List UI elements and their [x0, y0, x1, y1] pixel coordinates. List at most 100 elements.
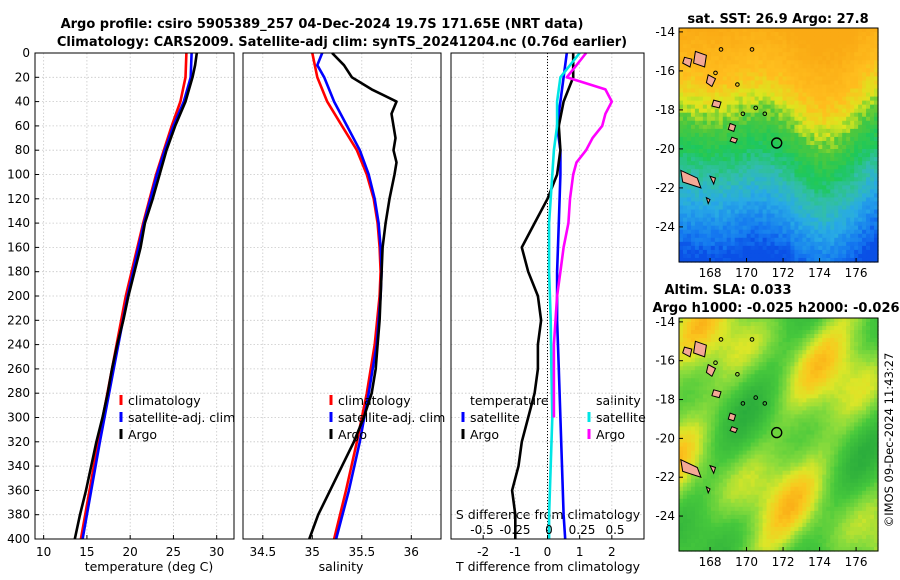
- sla_map-cell: [698, 386, 704, 391]
- sst_map-cell: [690, 128, 696, 134]
- sst_map-cell: [682, 197, 688, 203]
- sla_map-cell: [782, 334, 788, 339]
- sst_map-cell: [702, 177, 708, 182]
- sst_map-cell: [810, 245, 815, 251]
- sst_map-cell: [778, 100, 784, 106]
- sst_map-cell: [694, 76, 700, 82]
- sst_map-cell: [679, 249, 684, 255]
- sst_map-cell: [710, 225, 716, 231]
- sst_map-cell: [746, 149, 752, 154]
- sst_map-cell: [746, 193, 752, 199]
- sst_map-cell: [790, 28, 796, 33]
- temperature-xtick-label: 20: [123, 545, 138, 559]
- sst_map-cell: [814, 48, 819, 53]
- sla_map-cell: [706, 466, 712, 472]
- sst_map-cell: [682, 213, 688, 219]
- sla_map-cell: [810, 326, 815, 331]
- sst_map-cell: [834, 64, 839, 69]
- sst_map-cell: [734, 92, 740, 98]
- sst_map-cell: [802, 165, 807, 170]
- sst_map-cell: [806, 161, 811, 166]
- sst_map-cell: [802, 40, 807, 45]
- sla_map-cell: [818, 438, 823, 444]
- sla_map-cell: [790, 454, 796, 460]
- sst_map-cell: [842, 153, 847, 158]
- sla_map-cell: [806, 410, 811, 416]
- sst_map-cell: [790, 217, 796, 223]
- sst_map-cell: [814, 56, 819, 61]
- sst_map-cell: [742, 124, 748, 130]
- sla_map-cell: [818, 422, 823, 428]
- sst_map-cell: [822, 165, 827, 170]
- sla_map-cell: [690, 382, 696, 387]
- sst_map-cell: [830, 197, 835, 203]
- sst_map-cell: [842, 233, 847, 239]
- sst_map-cell: [714, 52, 720, 57]
- sst_map-cell: [706, 233, 712, 239]
- sst_map-cell: [742, 225, 748, 231]
- sla_map-cell: [762, 402, 768, 407]
- sla_map-cell: [778, 318, 784, 323]
- sla_map-cell: [738, 434, 744, 440]
- sst_map-cell: [706, 88, 712, 94]
- sla_map-cell: [798, 326, 803, 331]
- sst_map-cell: [834, 173, 839, 178]
- sst_map-cell: [870, 161, 875, 166]
- sst_map-cell: [690, 40, 696, 45]
- sst_map-cell: [818, 92, 823, 98]
- sst_map-cell: [758, 84, 764, 90]
- sla_map-cell: [810, 358, 815, 363]
- sst_map-cell: [690, 197, 696, 203]
- sst_map-cell: [810, 64, 815, 69]
- depth-tick-label: 280: [7, 386, 30, 400]
- sla_map-cell: [690, 426, 696, 432]
- sst_map-cell: [750, 112, 756, 118]
- sst_map-cell: [774, 221, 780, 227]
- sst_map-cell: [826, 132, 831, 138]
- sst_map-cell: [742, 205, 748, 211]
- sst_map-cell: [734, 193, 740, 199]
- sst_map-cell: [798, 205, 803, 211]
- sst_map-cell: [742, 76, 748, 82]
- sst_map-cell: [722, 100, 728, 106]
- sst_map-cell: [694, 225, 700, 231]
- sst_map-cell: [742, 193, 748, 199]
- sla_map-cell: [702, 374, 708, 379]
- sla_map-cell: [854, 346, 859, 351]
- tdiff-xlabel: T difference from climatology: [455, 559, 641, 574]
- sst_map-cell: [842, 221, 847, 227]
- sla_map-cell: [854, 354, 859, 359]
- sst_map-cell: [826, 60, 831, 65]
- sst_map-cell: [686, 88, 692, 94]
- sst_map-cell: [818, 88, 823, 94]
- sst_map-cell: [782, 48, 788, 53]
- sst_map-cell: [774, 92, 780, 98]
- sst_map-cell: [822, 88, 827, 94]
- sst_map-cell: [830, 205, 835, 211]
- depth-tick-label: 40: [15, 95, 30, 109]
- sla_map-cell: [714, 450, 720, 456]
- sla_map-cell: [778, 370, 784, 375]
- sst_map-cell: [822, 76, 827, 82]
- sla_map-cell: [850, 462, 855, 468]
- sst_map-cell: [710, 44, 716, 49]
- sla_map-cell: [850, 410, 855, 416]
- sla_map-cell: [786, 326, 792, 331]
- sla_map-cell: [818, 318, 823, 323]
- sla_map-cell: [742, 322, 748, 327]
- sst_map-cell: [834, 92, 839, 98]
- sst_map-cell: [710, 233, 716, 239]
- sst_map-cell: [794, 197, 799, 203]
- sst_map-cell: [826, 52, 831, 57]
- sla_map-cell: [718, 442, 724, 448]
- depth-tick-label: 60: [15, 119, 30, 133]
- sdiff-tick-label: -0.5: [470, 523, 493, 537]
- sst_map-cell: [850, 189, 855, 195]
- sla_map-cell: [762, 382, 768, 387]
- sst_map-cell: [679, 241, 684, 247]
- sla_map-cell: [694, 462, 700, 468]
- sst_map-cell: [722, 205, 728, 211]
- sst_map-cell: [706, 72, 712, 78]
- sla_map-cell: [690, 402, 696, 407]
- sst_map-cell: [774, 60, 780, 65]
